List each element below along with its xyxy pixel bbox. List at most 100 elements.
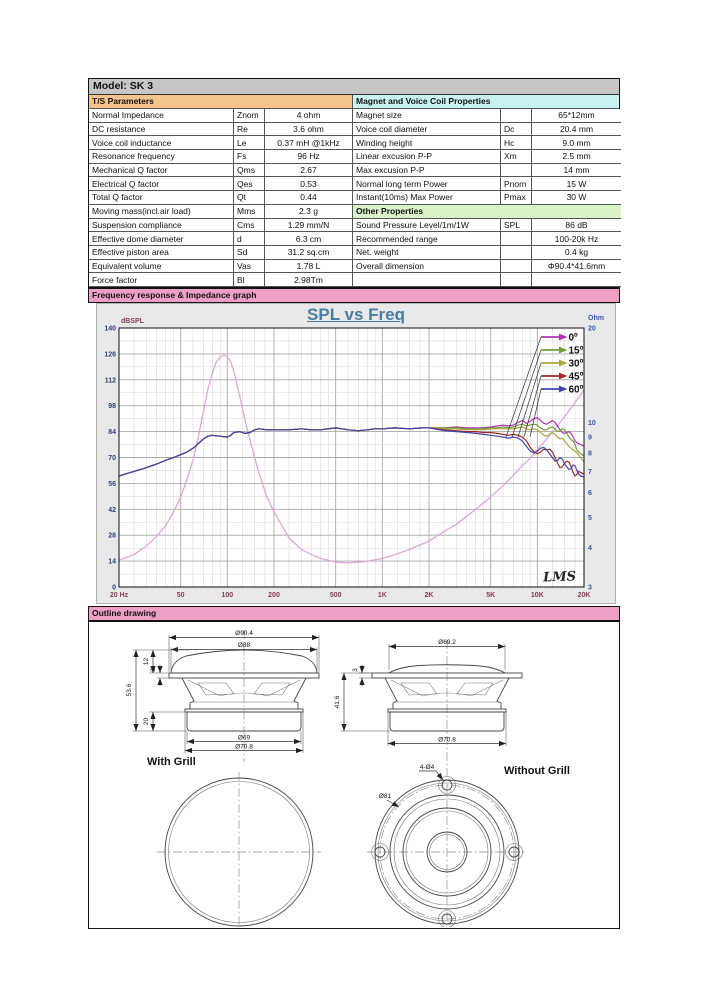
spec-table-body: Normal Impedance Znom 4 ohm DC resistance Re… (89, 109, 621, 287)
spec-cell: Dc (501, 122, 532, 137)
spec-cell: Recommended range (353, 232, 501, 246)
spec-cell: 2.5 mm (532, 150, 621, 164)
dim-grill-height: 12 (143, 657, 150, 665)
x-tick: 10K (531, 592, 544, 599)
mounting-holes (371, 776, 523, 928)
spec-cell (501, 109, 532, 123)
legend-arrowhead (559, 372, 568, 380)
x-tick: 20 Hz (110, 592, 129, 599)
y-right-tick: 9 (588, 434, 592, 441)
spl-curve-60deg (118, 427, 585, 478)
spec-cell: Mechanical Q factor (89, 163, 234, 178)
spec-cell: 0.37 mH @1kHz (265, 136, 353, 151)
dim-total-height: 53.6 (126, 683, 133, 696)
spec-cell (501, 232, 532, 246)
spec-cell: Znom (234, 109, 265, 123)
y-right-tick: 7 (588, 469, 592, 476)
y-left-tick: 84 (108, 429, 116, 436)
x-tick: 50 (177, 592, 185, 599)
y-left-axis-label: dBSPL (121, 318, 145, 325)
model-title: Model: SK 3 (89, 79, 619, 95)
spec-cell: Voice coil inductance (89, 136, 234, 151)
flange (371, 672, 523, 679)
dim-basket-bottom-dia: Ø70.8 (235, 743, 253, 750)
spec-cell: Vas (234, 259, 265, 274)
spec-cell: Resonance frequency (89, 150, 234, 164)
spec-cell: Qt (234, 191, 265, 205)
x-tick: 1K (378, 592, 387, 599)
outline-drawing: Ø90.4 Ø88 53.6 12 3 20 Ø69 (88, 620, 620, 929)
spec-cell: Linear excusion P-P (353, 150, 501, 164)
spec-cell: 0.44 (265, 191, 353, 205)
legend-arrowhead (559, 346, 568, 354)
x-tick: 100 (221, 592, 233, 599)
chart-title: SPL vs Freq (307, 304, 405, 324)
spec-cell: DC resistance (89, 122, 234, 137)
spec-cell: 3.6 ohm (265, 122, 353, 137)
spec-cell: Mms (234, 204, 265, 219)
spec-cell: Normal Impedance (89, 109, 234, 123)
side-view-without-grill: Ø69.2 3 41.6 Ø70.8 Without Grill (334, 639, 570, 928)
spec-cell: SPL (501, 218, 532, 233)
y-left-tick: 42 (108, 507, 116, 514)
dim-grill-dome: Ø88 (238, 642, 251, 649)
spec-cell: Fs (234, 150, 265, 164)
front-view-with-grill (157, 771, 321, 928)
y-left-tick: 56 (108, 481, 116, 488)
cone-edge (402, 807, 492, 897)
spec-cell: Φ90.4*41.6mm (532, 259, 621, 274)
spec-cell: 65*12mm (532, 109, 621, 123)
spec-cell (501, 245, 532, 260)
impedance-curve (118, 354, 585, 564)
x-tick: 5K (486, 592, 495, 599)
spec-cell: 1.29 mm/N (265, 218, 353, 233)
legend-leader-line (511, 349, 542, 438)
spec-cell: 6.3 cm (265, 232, 353, 246)
y-left-tick: 28 (108, 533, 116, 540)
dust-cap (426, 831, 468, 873)
y-left-tick: 70 (108, 455, 116, 462)
spec-cell (501, 273, 532, 287)
surround-outer (389, 794, 505, 910)
y-right-tick: 10 (588, 420, 596, 427)
spec-cell: Sd (234, 245, 265, 260)
y-right-tick: 5 (588, 515, 592, 522)
y-left-tick: 126 (104, 351, 116, 358)
spec-cell: Normal long term Power (353, 177, 501, 192)
plot-border (118, 327, 585, 588)
spec-cell: Le (234, 136, 265, 151)
dim-magnet-height: 20 (143, 717, 150, 725)
grill-inner-circle (168, 781, 310, 923)
spec-table: Model: SK 3 T/S Parameters Magnet and Vo… (88, 78, 621, 288)
outline-drawing-svg: Ø90.4 Ø88 53.6 12 3 20 Ø69 (126, 629, 570, 928)
dim-flange-thickness2: 3 (352, 668, 359, 672)
front-view-without-grill: 4-Ø4 Ø81 (367, 764, 527, 928)
legend-label: 60º (569, 384, 584, 395)
spec-cell: Moving mass(incl.air load) (89, 204, 234, 219)
outline-section-bar: Outline drawing (88, 605, 620, 621)
legend-label: 15º (569, 345, 584, 356)
spec-cell (353, 273, 501, 287)
dim-cone-opening: Ø69.2 (438, 639, 456, 646)
spec-cell (532, 273, 621, 287)
spec-cell: 2.98Tm (265, 273, 353, 287)
legend-leader-line (505, 336, 542, 438)
legend-label: 45º (569, 371, 584, 382)
ts-parameters-header: T/S Parameters (89, 95, 353, 108)
y-right-tick: 8 (588, 451, 592, 458)
spec-cell (501, 163, 532, 178)
spec-cell: 31.2 sq.cm (265, 245, 353, 260)
spec-cell: Effective piston area (89, 245, 234, 260)
spec-cell: Qms (234, 163, 265, 178)
spec-cell: 4 ohm (265, 109, 353, 123)
spec-cell: 86 dB (532, 218, 621, 233)
y-right-tick: 20 (588, 325, 596, 332)
spec-cell: Magnet size (353, 109, 501, 123)
dim-mount-holes: 4-Ø4 (420, 764, 435, 771)
x-tick: 500 (330, 592, 342, 599)
y-right-tick: 3 (588, 584, 592, 591)
spec-cell: Suspension compliance (89, 218, 234, 233)
spec-cell: Bl (234, 273, 265, 287)
grill-outer-circle (164, 777, 314, 927)
